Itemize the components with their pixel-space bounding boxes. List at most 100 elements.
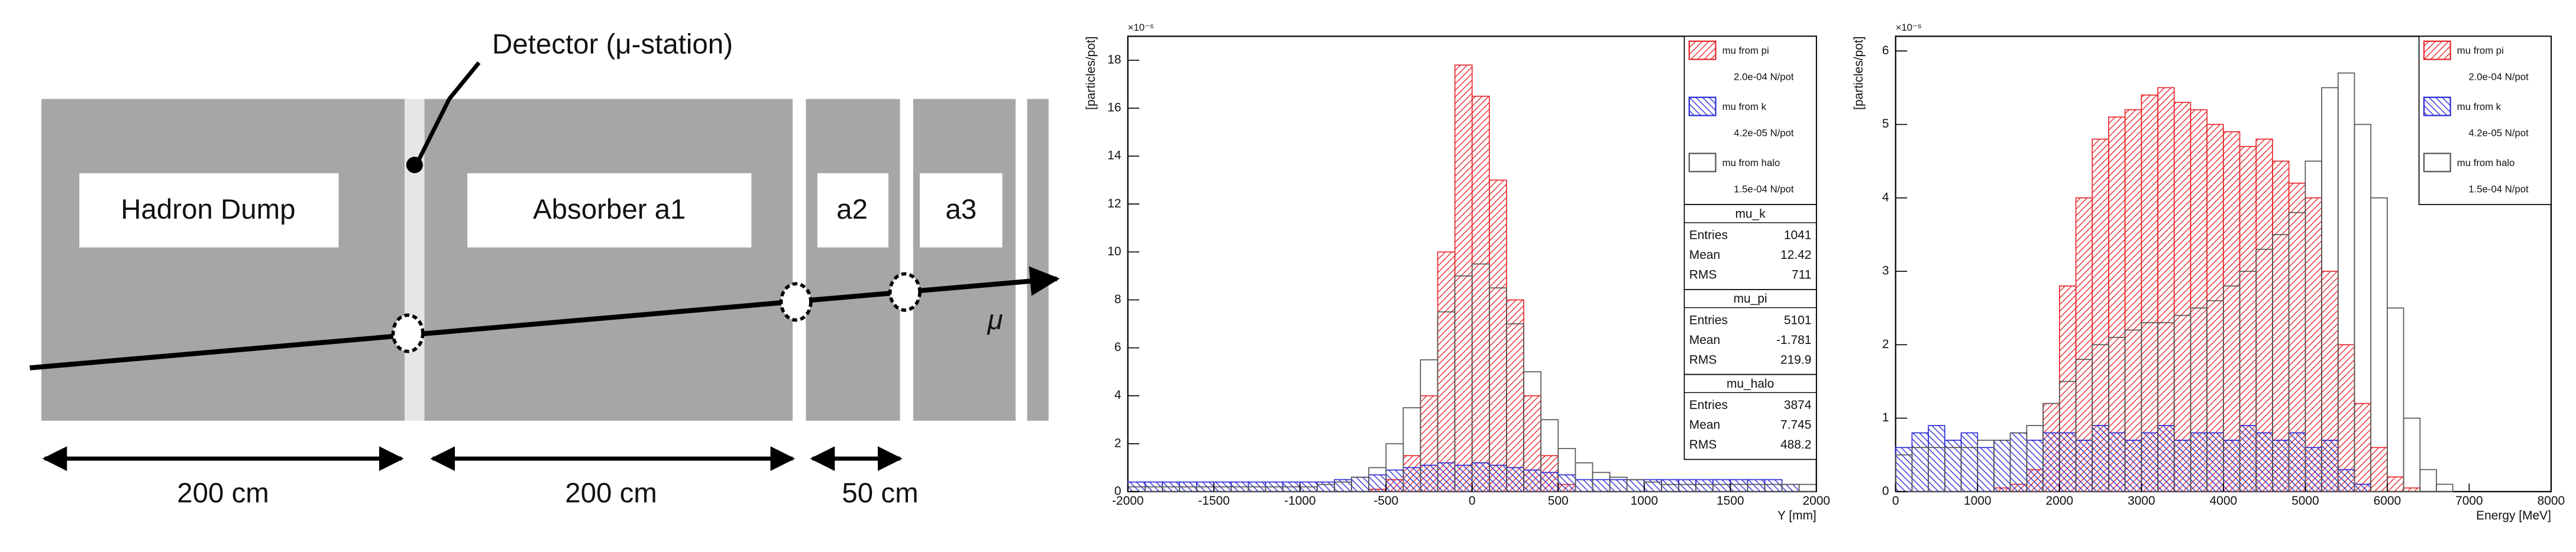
stats-key: RMS [1689,268,1717,282]
histogram-bin [2239,425,2257,492]
histogram-bin [2124,109,2142,492]
histogram-bin [2304,197,2322,492]
histogram-bin [2108,432,2126,492]
histogram-bin [2026,440,2044,492]
histogram-bin [2387,476,2404,492]
legend-label: mu from halo [2457,157,2515,168]
y-tick-label: 2 [1882,337,1889,351]
stats-value: 12.42 [1780,248,1811,262]
block-label: a3 [945,194,977,225]
block [913,99,1016,421]
label-box [467,173,752,248]
x-tick-label: 4000 [2210,494,2238,508]
dimension-label: 50 cm [842,478,918,509]
y-axis-label: [particles/pot] [1852,36,1866,109]
y-tick-label: 10 [1107,245,1121,258]
histogram-bin [1402,467,1421,492]
histogram-bin [1437,251,1456,492]
x-tick-label: 8000 [2538,494,2565,508]
histogram-bin [2354,402,2372,492]
x-tick-label: 3000 [2128,494,2155,508]
histogram-bin [2124,440,2142,492]
histogram-bin [2272,160,2290,492]
legend-label: mu from k [1722,101,1767,112]
histogram-bin [2157,87,2175,492]
legend-label: mu from halo [1722,157,1780,168]
histogram-bin [1334,479,1352,492]
histogram-bin [1781,483,1800,492]
histogram-bin [1712,479,1731,492]
histogram-bin [1420,465,1439,492]
block [1027,99,1049,421]
y-tick-label: 0 [1114,484,1121,498]
histogram-bin [2190,432,2207,492]
block [424,99,793,421]
y-tick-label: 1 [1882,411,1889,424]
legend-sublabel: 1.5e-04 N/pot [1734,183,1794,194]
stats-value: 711 [1792,268,1811,282]
histogram-bin [1609,479,1628,492]
dimension-label: 200 cm [565,478,657,509]
stats-key: Entries [1689,229,1728,242]
histogram-bin [1437,462,1456,492]
label-box [920,173,1003,248]
x-tick-label: 2000 [2046,494,2074,508]
block [41,99,405,421]
y-tick-label: 2 [1114,436,1121,450]
stats-value: 5101 [1784,313,1812,327]
histogram-bin [1454,465,1473,492]
histogram-bin [2009,432,2028,492]
label-box [817,173,888,248]
histogram-bin [1351,476,1369,492]
histogram-bin [2272,440,2290,492]
stats-value: 219.9 [1780,353,1811,366]
y-tick-label: 6 [1882,44,1889,57]
y-multiplier: ×10⁻⁶ [1896,22,1922,33]
histogram-bin [1661,479,1679,492]
x-tick-label: 5000 [2291,494,2319,508]
histogram-bin [2304,447,2322,492]
stats-title: mu_halo [1727,377,1774,391]
legend-sublabel: 1.5e-04 N/pot [2468,183,2529,194]
interaction-point [391,313,425,353]
legend-label: mu from pi [2457,45,2504,56]
legend-swatch [1688,96,1717,116]
histogram-bin [1540,472,1559,492]
histogram-bin [2387,307,2404,492]
legend-swatch [2423,96,2451,116]
y-tick-label: 3 [1882,264,1889,278]
histogram-bin [1678,479,1696,492]
histogram-bin [1454,64,1473,492]
y-multiplier: ×10⁻⁶ [1128,22,1154,33]
histogram-bin [1977,447,1995,492]
label-box [79,173,339,248]
x-tick-label: 500 [1548,494,1569,508]
legend-sublabel: 4.2e-05 N/pot [2468,128,2529,139]
histogram-bin [2321,440,2339,492]
x-tick-label: -500 [1373,494,1398,508]
legend-sublabel: 2.0e-04 N/pot [1734,72,1794,83]
histogram-bin [2157,425,2175,492]
histogram-bin [2075,440,2093,492]
histogram-bin [2403,417,2421,492]
histogram-bin [1928,425,1945,492]
stats-value: 1041 [1784,229,1812,242]
histogram-bin [1471,462,1490,492]
stats-value: 7.745 [1780,418,1811,432]
diagram: Hadron Dump Absorber a1 a2 a3 μ Detector… [30,29,1060,509]
stats-value: 3874 [1784,398,1812,412]
stats-box [1683,204,1817,290]
histogram-bin [1506,299,1524,492]
histogram-bin [1471,95,1490,492]
histogram-bin [2173,102,2192,492]
histogram-bin [2370,447,2388,492]
x-tick-label: -1000 [1284,494,1316,508]
histogram-bin [2354,483,2372,492]
x-tick-label: -1500 [1198,494,1230,508]
legend-box [2418,35,2552,205]
interaction-point [779,282,813,322]
stats-key: Mean [1689,418,1720,432]
y-tick-label: 0 [1882,484,1889,498]
legend-swatch [1688,152,1717,173]
